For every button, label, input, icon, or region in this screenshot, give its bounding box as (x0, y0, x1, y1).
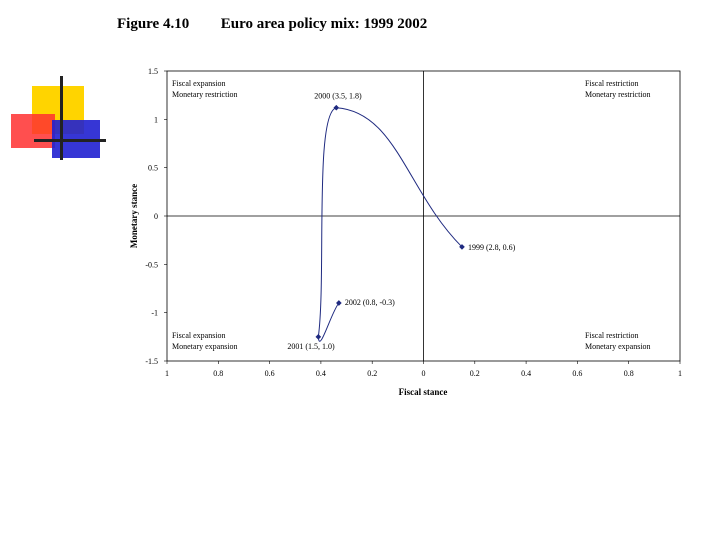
quadrant-label-top-right: Monetary restriction (585, 90, 651, 99)
data-point (315, 334, 322, 340)
y-tick-label: 0.5 (148, 164, 158, 173)
data-point (336, 300, 342, 306)
data-point-label: 2000 (3.5, 1.8) (314, 92, 362, 101)
y-tick-label: -1.5 (145, 357, 158, 366)
x-tick-label: 0.4 (521, 369, 531, 378)
quadrant-label-bottom-left: Monetary expansion (172, 342, 238, 351)
data-point-label: 1999 (2.8, 0.6) (468, 243, 516, 252)
x-tick-label: 0 (422, 369, 426, 378)
logo-red-square (11, 114, 55, 148)
x-tick-label: 0.6 (572, 369, 582, 378)
x-tick-label: 0.6 (265, 369, 275, 378)
y-tick-label: -0.5 (145, 260, 158, 269)
quadrant-label-bottom-right: Fiscal restriction (585, 331, 639, 340)
x-tick-label: 0.8 (624, 369, 634, 378)
logo-horizontal-bar (34, 139, 106, 142)
x-tick-label: 0.2 (367, 369, 377, 378)
data-point (333, 104, 340, 111)
y-tick-label: 0 (154, 212, 158, 221)
y-tick-label: 1 (154, 115, 158, 124)
logo-vertical-bar (60, 76, 63, 160)
quadrant-label-bottom-left: Fiscal expansion (172, 331, 226, 340)
y-axis-label: Monetary stance (129, 184, 139, 248)
quadrant-label-top-left: Fiscal expansion (172, 79, 226, 88)
x-tick-label: 0.2 (470, 369, 480, 378)
figure-number: Figure 4.10 (117, 16, 190, 32)
policy-path-line (317, 107, 463, 342)
data-point (459, 244, 465, 250)
x-tick-label: 1 (678, 369, 682, 378)
x-tick-label: 1 (165, 369, 169, 378)
figure-caption: Euro area policy mix: 1999 2002 (220, 16, 428, 32)
x-axis-label: Fiscal stance (399, 387, 448, 397)
data-point-label: 2002 (0.8, -0.3) (345, 298, 395, 307)
figure-title: Figure 4.10 Euro area policy mix: 1999 2… (117, 16, 427, 33)
data-point-label: 2001 (1.5, 1.0) (287, 342, 335, 351)
x-tick-label: 0.8 (213, 369, 223, 378)
quadrant-label-top-right: Fiscal restriction (585, 79, 639, 88)
quadrant-label-top-left: Monetary restriction (172, 90, 238, 99)
x-tick-label: 0.4 (316, 369, 326, 378)
y-tick-label: -1 (151, 309, 158, 318)
decorative-logo (8, 76, 108, 162)
quadrant-label-bottom-right: Monetary expansion (585, 342, 651, 351)
y-tick-label: 1.5 (148, 67, 158, 76)
